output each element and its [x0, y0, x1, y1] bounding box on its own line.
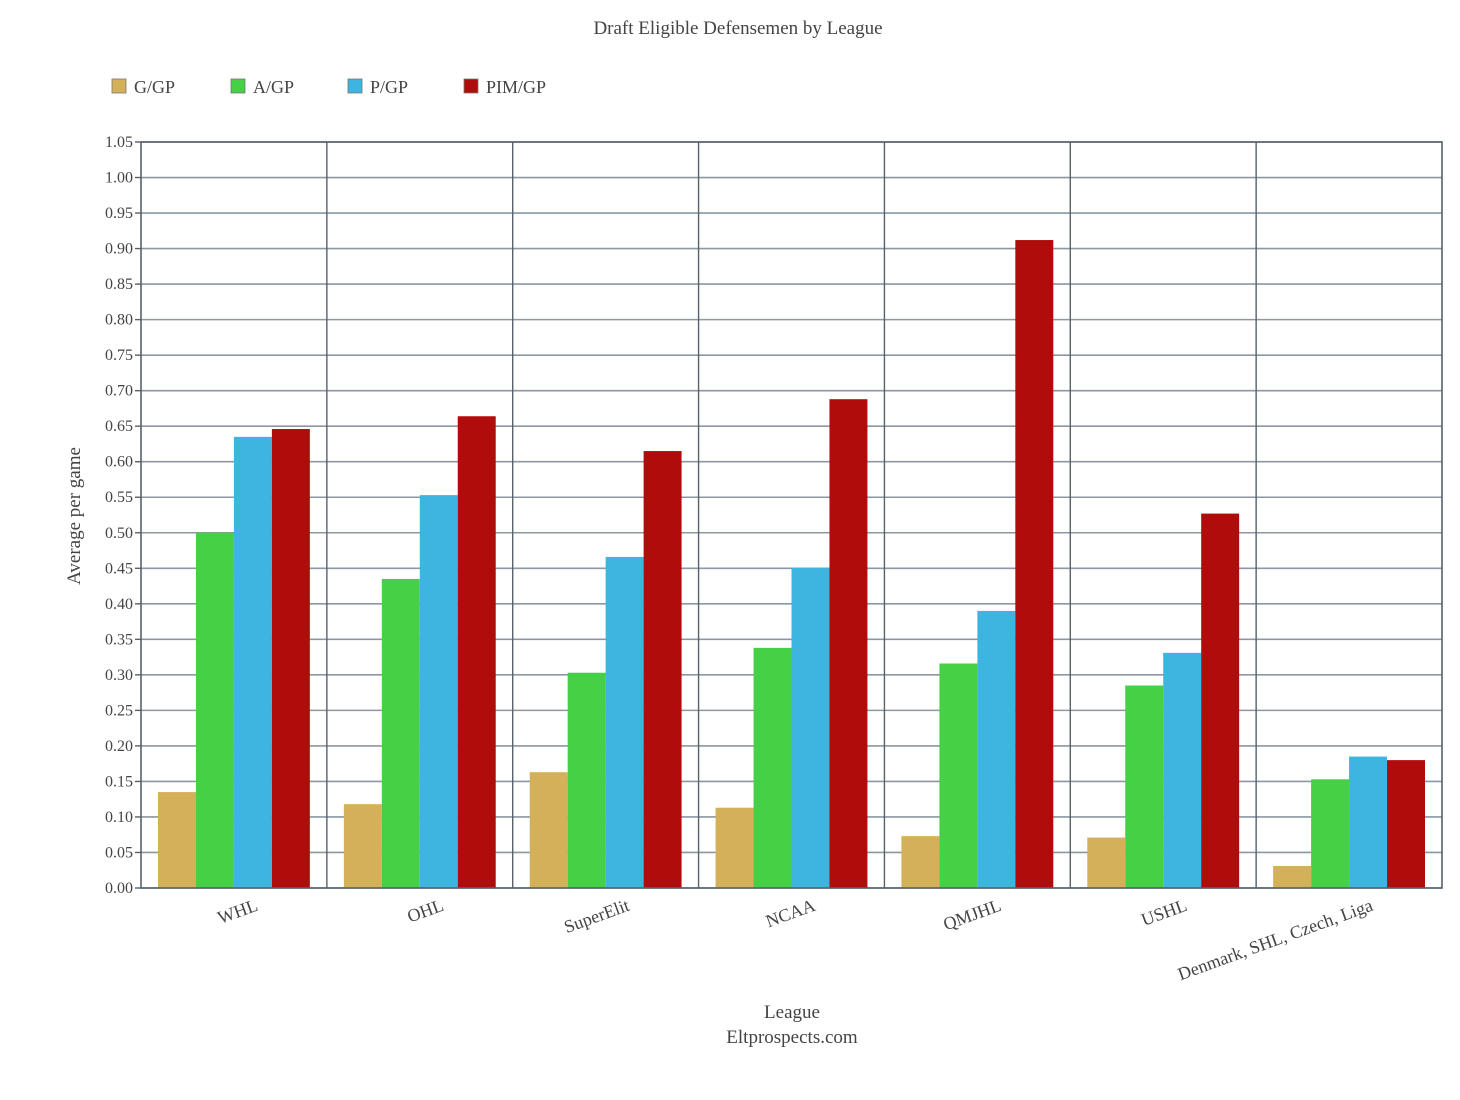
legend-label: P/GP	[370, 77, 408, 97]
bar-pim-gp	[829, 399, 868, 888]
y-tick-label: 0.15	[105, 773, 133, 790]
legend-label: G/GP	[134, 77, 175, 97]
bar-g-gp	[158, 792, 196, 888]
bar-g-gp	[1087, 837, 1126, 888]
x-tick-label: Denmark, SHL, Czech, Liga	[1175, 895, 1375, 984]
bar-p-gp	[1163, 652, 1202, 888]
bar-a-gp	[1311, 779, 1350, 888]
y-tick-label: 0.85	[105, 276, 133, 293]
bar-p-gp	[1349, 756, 1388, 888]
y-axis-ticks: 0.00 0.05 0.10 0.15 0.20 0.25 0.30 0.35 0.40 0.45…	[105, 134, 141, 897]
y-tick-label: 1.00	[105, 170, 133, 187]
bar-pim-gp	[271, 429, 310, 888]
bar-pim-gp	[1015, 240, 1054, 888]
legend-swatch	[111, 78, 127, 94]
bar-a-gp	[939, 663, 978, 888]
bar-a-gp	[567, 672, 606, 888]
y-tick-label: 0.95	[105, 205, 133, 222]
y-tick-label: 0.70	[105, 383, 133, 400]
bar-g-gp	[1273, 865, 1312, 888]
y-tick-label: 0.20	[105, 738, 133, 755]
y-tick-label: 0.00	[105, 880, 133, 897]
bar-pim-gp	[457, 416, 496, 888]
y-tick-label: 0.90	[105, 241, 133, 258]
y-tick-label: 0.35	[105, 631, 133, 648]
source-label: Eltprospects.com	[726, 1027, 858, 1048]
bar-g-gp	[715, 807, 754, 888]
y-tick-label: 0.10	[105, 809, 133, 826]
legend-swatch	[463, 78, 479, 94]
bar-g-gp	[901, 836, 940, 888]
bar-p-gp	[605, 556, 644, 888]
y-tick-label: 0.25	[105, 702, 133, 719]
y-tick-label: 0.05	[105, 844, 133, 861]
legend-swatch	[230, 78, 246, 94]
x-tick-label: WHL	[215, 895, 260, 928]
chart-title: Draft Eligible Defensemen by League	[593, 18, 882, 39]
bar-pim-gp	[1387, 760, 1425, 888]
plot-frame	[140, 141, 1443, 889]
bar-pim-gp	[643, 451, 682, 888]
y-tick-label: 0.55	[105, 489, 133, 506]
bar-a-gp	[753, 647, 792, 888]
x-tick-label: QMJHL	[940, 895, 1003, 934]
y-tick-label: 0.80	[105, 312, 133, 329]
bar-a-gp	[1125, 685, 1164, 888]
x-tick-label: USHL	[1139, 895, 1190, 930]
bar-g-gp	[343, 804, 382, 888]
y-tick-label: 0.60	[105, 454, 133, 471]
legend-label: PIM/GP	[486, 77, 546, 97]
y-axis-label: Average per game	[64, 447, 85, 585]
bar-g-gp	[529, 772, 568, 888]
x-tick-label: SuperElit	[561, 895, 632, 937]
bar-pim-gp	[1201, 513, 1240, 888]
y-tick-label: 0.45	[105, 560, 133, 577]
bar-a-gp	[195, 532, 234, 888]
bars	[158, 240, 1425, 888]
x-axis-label: League	[764, 1002, 820, 1023]
x-tick-label: NCAA	[763, 895, 818, 931]
bar-a-gp	[381, 578, 420, 888]
x-tick-label: OHL	[405, 895, 447, 926]
y-tick-label: 1.05	[105, 134, 133, 151]
bar-p-gp	[977, 610, 1016, 888]
y-tick-label: 0.50	[105, 525, 133, 542]
legend-swatch	[347, 78, 363, 94]
y-tick-label: 0.75	[105, 347, 133, 364]
legend-label: A/GP	[253, 77, 294, 97]
y-tick-label: 0.40	[105, 596, 133, 613]
bar-p-gp	[233, 436, 272, 888]
y-tick-label: 0.30	[105, 667, 133, 684]
legend: G/GP A/GP P/GP PIM/GP	[111, 77, 546, 97]
bar-p-gp	[791, 567, 830, 888]
bar-p-gp	[419, 495, 458, 888]
y-tick-label: 0.65	[105, 418, 133, 435]
